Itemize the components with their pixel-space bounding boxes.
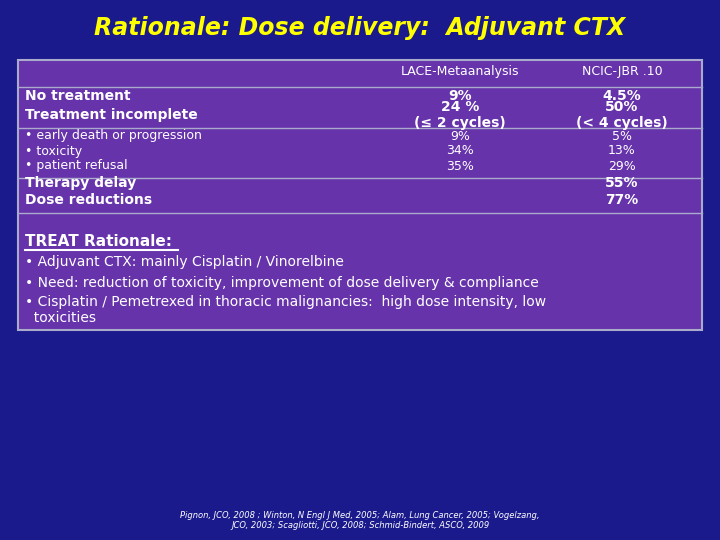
Text: • Cisplatin / Pemetrexed in thoracic malignancies:  high dose intensity, low
  t: • Cisplatin / Pemetrexed in thoracic mal… xyxy=(25,295,546,325)
Text: 9%: 9% xyxy=(450,130,470,143)
Text: 34%: 34% xyxy=(446,145,474,158)
Text: No treatment: No treatment xyxy=(25,89,130,103)
Text: NCIC-JBR .10: NCIC-JBR .10 xyxy=(582,65,662,78)
Text: 35%: 35% xyxy=(446,159,474,172)
Text: Treatment incomplete: Treatment incomplete xyxy=(25,108,198,122)
Text: Dose reductions: Dose reductions xyxy=(25,193,152,207)
Text: LACE-Metaanalysis: LACE-Metaanalysis xyxy=(401,65,519,78)
Text: • early death or progression: • early death or progression xyxy=(25,130,202,143)
Text: 5%: 5% xyxy=(612,130,632,143)
Text: Therapy delay: Therapy delay xyxy=(25,176,136,190)
Text: • Adjuvant CTX: mainly Cisplatin / Vinorelbine: • Adjuvant CTX: mainly Cisplatin / Vinor… xyxy=(25,255,344,269)
Text: Pignon, JCO, 2008 ; Winton, N Engl J Med, 2005; Alam, Lung Cancer, 2005; Vogelza: Pignon, JCO, 2008 ; Winton, N Engl J Med… xyxy=(180,511,540,530)
Text: 13%: 13% xyxy=(608,145,636,158)
FancyBboxPatch shape xyxy=(18,60,702,330)
Text: 9%: 9% xyxy=(448,89,472,103)
Text: 77%: 77% xyxy=(606,193,639,207)
Text: TREAT Rationale:: TREAT Rationale: xyxy=(25,234,172,249)
Text: • Need: reduction of toxicity, improvement of dose delivery & compliance: • Need: reduction of toxicity, improveme… xyxy=(25,276,539,290)
Text: • patient refusal: • patient refusal xyxy=(25,159,127,172)
Text: • toxicity: • toxicity xyxy=(25,145,82,158)
Text: 50%
(< 4 cycles): 50% (< 4 cycles) xyxy=(576,100,668,130)
Text: Rationale: Dose delivery:  Adjuvant CTX: Rationale: Dose delivery: Adjuvant CTX xyxy=(94,16,626,40)
Text: 29%: 29% xyxy=(608,159,636,172)
Text: 55%: 55% xyxy=(606,176,639,190)
Text: 4.5%: 4.5% xyxy=(603,89,642,103)
Text: 24 %
(≤ 2 cycles): 24 % (≤ 2 cycles) xyxy=(414,100,506,130)
